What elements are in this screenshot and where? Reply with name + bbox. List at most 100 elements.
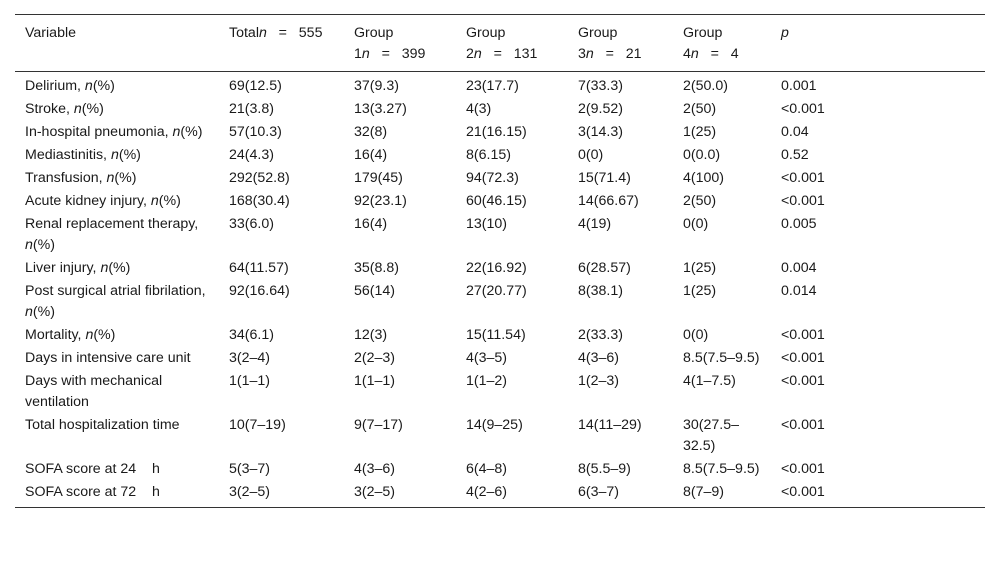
variable-label: Days with mechanical ventilation	[25, 373, 163, 410]
variable-unit: n(%)	[150, 193, 181, 209]
table-row: Transfusion, n(%) 292(52.8) 179(45) 94(72.3…	[15, 167, 985, 190]
table-row: Total hospitalization time 10(7–19) 9(7–17…	[15, 414, 985, 458]
cell-group3: 7(33.3)	[578, 78, 623, 94]
cell-total: 21(3.8)	[229, 101, 274, 117]
cell-group1: 3(2–5)	[354, 484, 396, 500]
cell-group4: 1(25)	[683, 124, 717, 140]
header-group1: Group 1n = 399	[354, 25, 426, 62]
cell-group2: 60(46.15)	[466, 193, 527, 209]
cell-group3: 4(19)	[578, 216, 612, 232]
table-row: SOFA score at 72 h 3(2–5) 3(2–5) 4(2–6) 6(3–…	[15, 481, 985, 508]
table-row: Stroke, n(%) 21(3.8) 13(3.27) 4(3) 2(9.52) 2(…	[15, 98, 985, 121]
cell-total: 3(2–4)	[229, 350, 271, 366]
outcomes-table: Variable Totaln = 555 Group 1n = 399 Grou…	[15, 14, 985, 508]
cell-group2: 6(4–8)	[466, 461, 508, 477]
cell-group1: 35(8.8)	[354, 260, 399, 276]
cell-p-value: <0.001	[781, 484, 825, 500]
cell-group3: 8(38.1)	[578, 283, 623, 299]
cell-p-value: <0.001	[781, 461, 825, 477]
cell-p-value: <0.001	[781, 170, 825, 186]
cell-group3: 6(28.57)	[578, 260, 631, 276]
variable-label: Mortality,	[25, 327, 86, 343]
variable-unit: n(%)	[84, 78, 115, 94]
table-row: In-hospital pneumonia, n(%) 57(10.3) 32(8)…	[15, 121, 985, 144]
cell-group3: 14(11–29)	[578, 417, 642, 433]
cell-group1: 4(3–6)	[354, 461, 396, 477]
header-group3: Group 3n = 21	[578, 25, 642, 62]
cell-p-value: 0.005	[781, 216, 817, 232]
cell-group1: 92(23.1)	[354, 193, 407, 209]
cell-total: 34(6.1)	[229, 327, 274, 343]
table-row: Days in intensive care unit 3(2–4) 2(2–3) 4…	[15, 347, 985, 370]
cell-group3: 3(14.3)	[578, 124, 623, 140]
table-row: Liver injury, n(%) 64(11.57) 35(8.8) 22(16.…	[15, 257, 985, 280]
cell-group1: 2(2–3)	[354, 350, 396, 366]
cell-total: 69(12.5)	[229, 78, 282, 94]
cell-variable: Post surgical atrial fibrilation, n(%)	[15, 280, 219, 324]
cell-group3: 14(66.67)	[578, 193, 639, 209]
variable-label: Renal replacement therapy,	[25, 216, 199, 232]
cell-group2: 94(72.3)	[466, 170, 519, 186]
cell-variable: Days in intensive care unit	[15, 347, 219, 370]
cell-variable: Renal replacement therapy, n(%)	[15, 213, 219, 257]
cell-group3: 2(9.52)	[578, 101, 623, 117]
variable-unit: n(%)	[106, 170, 137, 186]
header-total: Totaln = 555	[229, 25, 323, 41]
cell-group4: 0(0.0)	[683, 147, 721, 163]
variable-unit: n(%)	[25, 304, 55, 320]
variable-label: Total hospitalization time	[25, 417, 180, 433]
table-row: Mortality, n(%) 34(6.1) 12(3) 15(11.54) 2(33…	[15, 324, 985, 347]
variable-label: Days in intensive care unit	[25, 350, 191, 366]
cell-group4: 2(50.0)	[683, 78, 728, 94]
cell-variable: Stroke, n(%)	[15, 98, 219, 121]
cell-group2: 23(17.7)	[466, 78, 519, 94]
cell-group3: 15(71.4)	[578, 170, 631, 186]
variable-label: Stroke,	[25, 101, 74, 117]
variable-unit: n(%)	[110, 147, 141, 163]
cell-group4: 8(7–9)	[683, 484, 725, 500]
cell-group1: 32(8)	[354, 124, 388, 140]
cell-variable: SOFA score at 24 h	[15, 458, 219, 481]
cell-group1: 9(7–17)	[354, 417, 403, 433]
cell-group3: 2(33.3)	[578, 327, 623, 343]
cell-group4: 0(0)	[683, 327, 709, 343]
cell-group3: 0(0)	[578, 147, 604, 163]
variable-unit: n(%)	[73, 101, 104, 117]
cell-total: 3(2–5)	[229, 484, 271, 500]
cell-group1: 13(3.27)	[354, 101, 407, 117]
cell-group1: 37(9.3)	[354, 78, 399, 94]
cell-p-value: 0.004	[781, 260, 817, 276]
cell-group1: 16(4)	[354, 216, 388, 232]
variable-label: SOFA score at 72 h	[25, 484, 160, 500]
header-p-value: p	[781, 25, 789, 41]
cell-variable: Days with mechanical ventilation	[15, 370, 219, 414]
cell-group1: 1(1–1)	[354, 373, 396, 389]
cell-variable: Mediastinitis, n(%)	[15, 144, 219, 167]
variable-label: Mediastinitis,	[25, 147, 111, 163]
cell-p-value: <0.001	[781, 350, 825, 366]
cell-p-value: 0.52	[781, 147, 809, 163]
cell-group4: 30(27.5–32.5)	[683, 417, 740, 454]
cell-p-value: <0.001	[781, 417, 825, 433]
cell-p-value: 0.04	[781, 124, 809, 140]
cell-total: 92(16.64)	[229, 283, 290, 299]
cell-group2: 8(6.15)	[466, 147, 511, 163]
cell-group3: 6(3–7)	[578, 484, 620, 500]
table-body: Delirium, n(%) 69(12.5) 37(9.3) 23(17.7) 7(3…	[15, 72, 985, 508]
cell-group2: 14(9–25)	[466, 417, 523, 433]
cell-total: 64(11.57)	[229, 260, 289, 276]
variable-unit: n(%)	[100, 260, 131, 276]
cell-group4: 2(50)	[683, 193, 717, 209]
cell-group2: 15(11.54)	[466, 327, 526, 343]
variable-label: Post surgical atrial fibrilation,	[25, 283, 206, 299]
cell-variable: Mortality, n(%)	[15, 324, 219, 347]
cell-group3: 4(3–6)	[578, 350, 620, 366]
variable-label: Acute kidney injury,	[25, 193, 151, 209]
cell-group2: 4(3–5)	[466, 350, 508, 366]
variable-label: SOFA score at 24 h	[25, 461, 160, 477]
cell-p-value: 0.001	[781, 78, 817, 94]
cell-total: 1(1–1)	[229, 373, 271, 389]
cell-group4: 1(25)	[683, 283, 717, 299]
cell-group4: 8.5(7.5–9.5)	[683, 461, 760, 477]
cell-p-value: <0.001	[781, 373, 825, 389]
